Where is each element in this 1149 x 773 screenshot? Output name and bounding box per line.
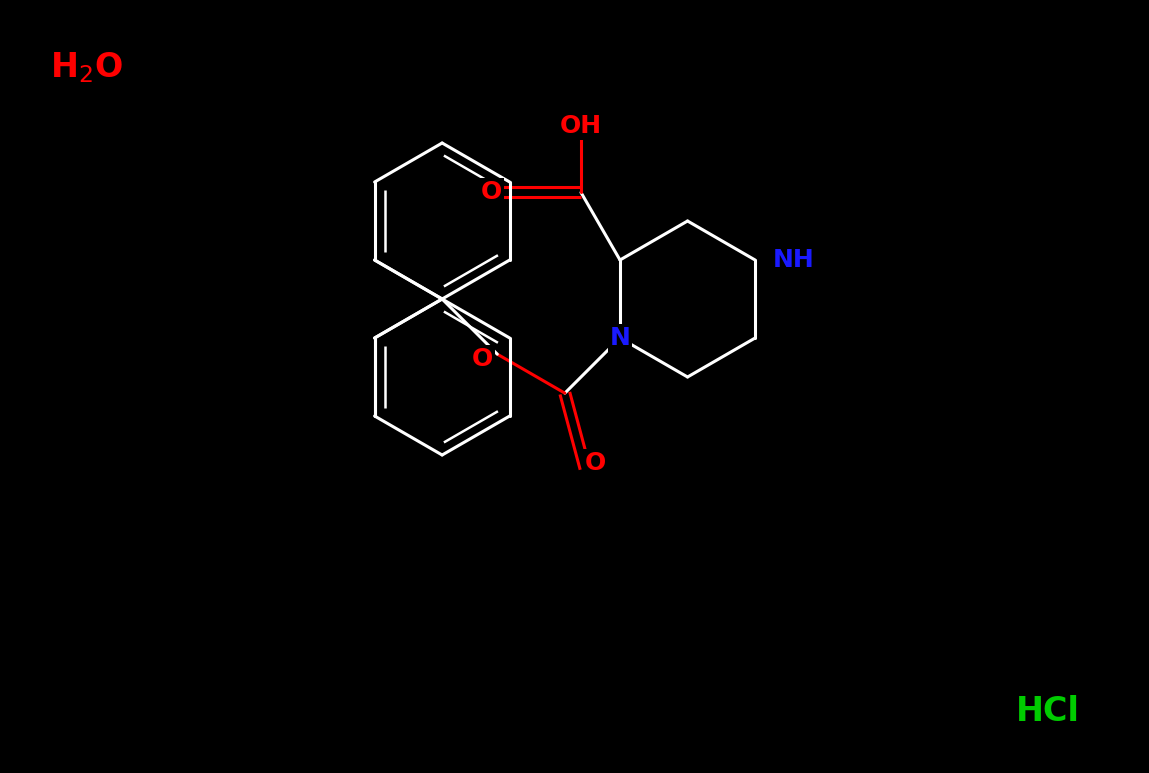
Text: OH: OH bbox=[560, 114, 602, 138]
Text: O: O bbox=[472, 347, 493, 371]
Text: O: O bbox=[480, 180, 502, 204]
Text: O: O bbox=[585, 451, 606, 475]
Text: N: N bbox=[610, 326, 631, 350]
Text: NH: NH bbox=[773, 248, 815, 272]
Text: HCl: HCl bbox=[1016, 695, 1080, 728]
Text: H$_2$O: H$_2$O bbox=[51, 50, 123, 85]
